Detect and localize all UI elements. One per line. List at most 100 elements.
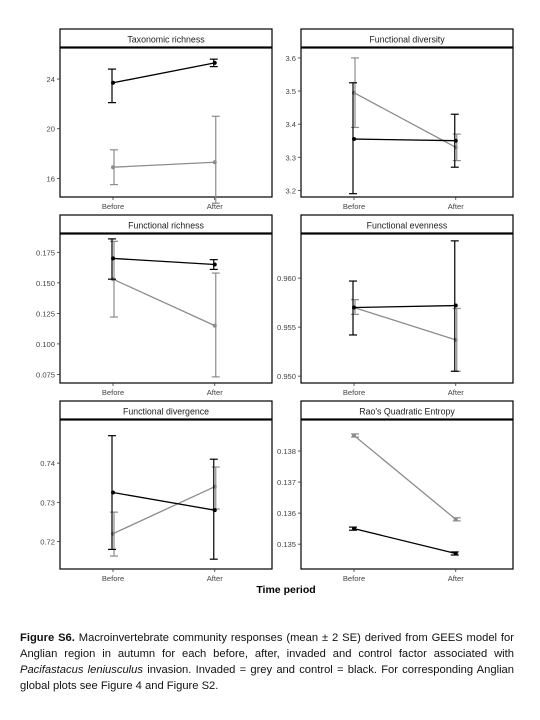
y-tick-label: 0.075 [36, 370, 55, 379]
panel-strip [300, 400, 514, 420]
data-point [212, 262, 217, 267]
y-tick-label: 16 [47, 174, 55, 183]
data-point [212, 160, 217, 165]
series-invaded [351, 57, 461, 162]
series-control [349, 526, 459, 556]
series-line [112, 62, 215, 84]
panel-strip [59, 214, 273, 234]
y-tick-label: 3.6 [285, 54, 296, 63]
series-line [112, 278, 216, 327]
series-control [349, 240, 459, 372]
series-control [108, 238, 218, 280]
data-point [453, 517, 458, 522]
figure-caption: Figure S6. Macroinvertebrate community r… [20, 630, 514, 694]
series-control [108, 58, 218, 104]
panel-frame [300, 47, 514, 198]
panel: Rao's Quadratic Entropy 0.135 0.136 0.137 0.… [277, 400, 514, 583]
series-line [112, 486, 216, 535]
panel-frame [300, 419, 514, 570]
y-tick-label: 0.136 [277, 509, 296, 518]
data-point [453, 551, 458, 556]
x-tick-label: After [448, 388, 465, 397]
x-tick-label: Before [102, 202, 124, 211]
panel: Functional evenness 0.950 0.955 0.960 Before… [277, 214, 514, 397]
data-point [453, 303, 458, 308]
series-line [353, 528, 456, 555]
data-point [111, 80, 115, 85]
data-point [111, 256, 115, 261]
x-tick-label: Before [102, 574, 124, 583]
series-line [353, 306, 456, 341]
panel-frame [59, 47, 273, 198]
y-tick-label: 0.950 [277, 372, 296, 381]
data-point [453, 138, 458, 143]
y-tick-label: 0.960 [277, 274, 296, 283]
panel-frame [59, 233, 273, 384]
y-tick-label: 3.4 [285, 120, 296, 129]
series-control [349, 82, 459, 195]
x-tick-label: Before [102, 388, 124, 397]
series-line [112, 257, 215, 266]
panel-title: Rao's Quadratic Entropy [359, 407, 455, 417]
x-tick-label: Before [343, 574, 365, 583]
x-tick-label: After [448, 202, 465, 211]
data-point [352, 137, 356, 142]
panel-frame [59, 419, 273, 570]
series-invaded [351, 433, 461, 522]
caption-label: Figure S6. [20, 632, 75, 644]
y-tick-label: 3.3 [285, 153, 296, 162]
y-tick-label: 0.74 [40, 459, 55, 468]
series-line [353, 435, 457, 520]
data-point [352, 305, 356, 310]
caption-text-2: invasion. Invaded = grey and control = b… [20, 664, 515, 692]
data-point [212, 323, 217, 328]
panel-strip [300, 214, 514, 234]
series-invaded [110, 115, 220, 204]
data-point [352, 433, 356, 438]
y-tick-label: 0.137 [277, 478, 296, 487]
panel-title: Functional diversity [369, 35, 445, 45]
panel-title: Functional richness [128, 221, 204, 231]
series-line [353, 92, 457, 148]
x-tick-label: Before [343, 202, 365, 211]
y-tick-label: 3.2 [285, 186, 296, 195]
series-invaded [110, 466, 220, 557]
panel-frame [300, 233, 514, 384]
x-tick-label: After [207, 202, 224, 211]
panel-title: Functional evenness [367, 221, 448, 231]
caption-text-1: Macroinvertebrate community responses (m… [20, 632, 514, 660]
panel-strip [300, 28, 514, 48]
panel-strip [59, 400, 273, 420]
panel-title: Taxonomic richness [127, 35, 205, 45]
data-point [111, 165, 115, 170]
y-tick-label: 0.150 [36, 279, 55, 288]
y-tick-label: 24 [47, 75, 55, 84]
data-point [212, 60, 217, 65]
series-invaded [110, 240, 220, 378]
y-tick-label: 0.100 [36, 340, 55, 349]
panel-title: Functional divergence [123, 407, 209, 417]
x-tick-label: Before [343, 388, 365, 397]
series-invaded [351, 299, 461, 372]
panel: Functional richness 0.075 0.100 0.125 0.150 0… [36, 214, 273, 397]
y-tick-label: 0.135 [277, 540, 296, 549]
series-line [112, 161, 215, 168]
series-line [112, 491, 215, 511]
y-tick-label: 20 [47, 125, 55, 134]
series-line [353, 304, 456, 309]
series-control [108, 435, 218, 560]
panel: Functional diversity 3.2 3.3 3.4 3.5 3.6 Befor… [285, 28, 514, 211]
x-tick-label: After [448, 574, 465, 583]
panel: Functional divergence 0.72 0.73 0.74 Before A… [40, 400, 273, 583]
y-tick-label: 0.955 [277, 323, 296, 332]
y-tick-label: 0.175 [36, 248, 55, 257]
x-axis-label: Time period [256, 584, 315, 596]
caption-species: Pacifastacus leniusculus [20, 664, 143, 676]
data-point [111, 490, 115, 495]
data-point [212, 508, 217, 513]
x-tick-label: After [207, 574, 224, 583]
y-tick-label: 3.5 [285, 87, 296, 96]
y-tick-label: 0.73 [40, 498, 55, 507]
x-tick-label: After [207, 388, 224, 397]
